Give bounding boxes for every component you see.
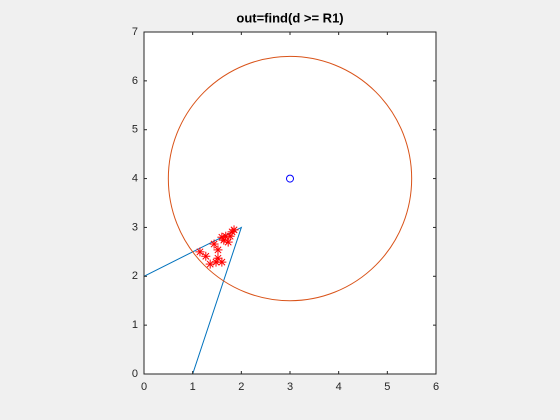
y-tick-label: 2 (132, 270, 138, 282)
y-tick-label: 3 (132, 221, 138, 233)
marker (201, 251, 211, 261)
y-tick-label: 6 (132, 75, 138, 87)
y-tick-label: 4 (132, 172, 138, 184)
circle (167, 55, 413, 302)
x-tick-label: 0 (141, 381, 147, 393)
x-tick-label: 4 (336, 381, 342, 393)
marker-stroke (224, 238, 232, 246)
marker-stroke (220, 236, 228, 244)
y-tick-label: 7 (132, 26, 138, 38)
x-tick-label: 1 (190, 381, 196, 393)
marker-stroke (202, 252, 210, 260)
marker-stroke (218, 233, 226, 241)
x-tick-label: 2 (238, 381, 244, 393)
marker (209, 239, 219, 249)
y-tick-label: 5 (132, 124, 138, 136)
marker-stroke (212, 258, 220, 266)
marker (195, 247, 205, 257)
marker (205, 259, 215, 269)
y-tick-label: 0 (132, 368, 138, 380)
x-tick-label: 3 (287, 381, 293, 393)
plot-area (144, 55, 413, 374)
marker-stroke (218, 258, 226, 266)
marker-stroke (214, 246, 222, 254)
marker (223, 237, 233, 247)
x-tick-label: 5 (384, 381, 390, 393)
marker (217, 257, 227, 267)
y-tick-label: 1 (132, 319, 138, 331)
x-tick-label: 6 (433, 381, 439, 393)
axes-background (144, 32, 436, 374)
marker (213, 245, 223, 255)
marker-stroke (210, 240, 218, 248)
marker-stroke (196, 248, 204, 256)
marker (286, 174, 294, 183)
chart-title: out=find(d >= R1) (236, 10, 343, 25)
